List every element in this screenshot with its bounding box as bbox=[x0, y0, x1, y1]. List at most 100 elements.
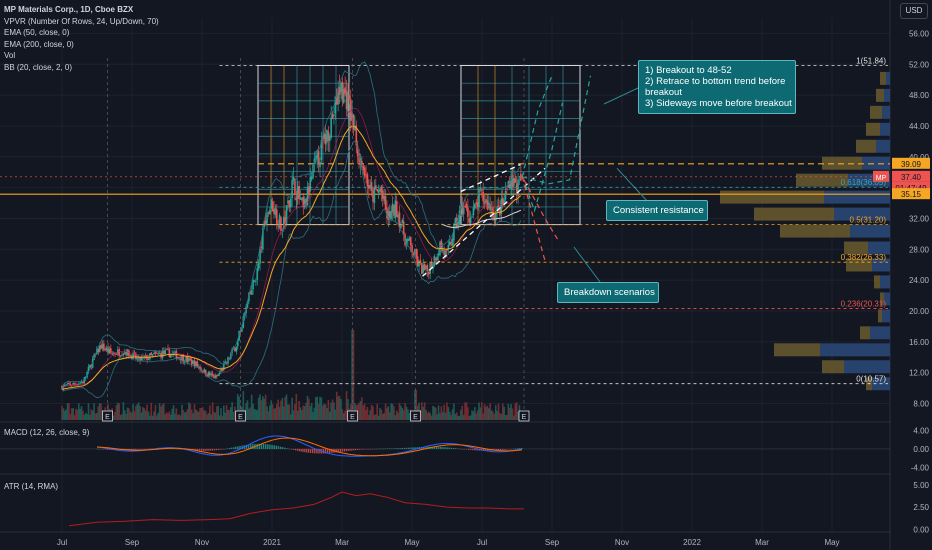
volume-bar-306 bbox=[487, 408, 490, 420]
volume-bar-53 bbox=[135, 405, 137, 420]
volume-bar-197 bbox=[335, 391, 338, 420]
candle-body-180 bbox=[312, 165, 314, 178]
macd-hist-57 bbox=[217, 448, 220, 450]
macd-hist-174 bbox=[467, 448, 470, 450]
candle-body-295 bbox=[472, 207, 475, 216]
volume-bar-192 bbox=[328, 411, 331, 420]
candle-body-129 bbox=[241, 328, 243, 332]
volume-bar-93 bbox=[190, 409, 193, 420]
macd-legend[interactable]: MACD (12, 26, close, 9) bbox=[4, 428, 90, 437]
volume-bar-317 bbox=[503, 406, 505, 420]
volume-bar-265 bbox=[430, 415, 433, 420]
volume-bar-16 bbox=[83, 414, 86, 420]
candle-body-26 bbox=[97, 348, 100, 353]
volume-bar-107 bbox=[210, 414, 213, 420]
candle-body-67 bbox=[154, 352, 157, 354]
symbol-title[interactable]: MP Materials Corp., 1D, Cboe BZX bbox=[4, 5, 134, 14]
time-tick-11: May bbox=[824, 538, 839, 547]
candle-body-323 bbox=[511, 175, 514, 188]
volume-bar-97 bbox=[196, 410, 199, 420]
macd-pane[interactable] bbox=[0, 435, 890, 457]
vp-row-up-6 bbox=[880, 275, 890, 289]
candle-body-10 bbox=[75, 383, 77, 385]
volume-bar-189 bbox=[324, 404, 327, 420]
volume-bar-167 bbox=[294, 404, 296, 420]
candle-body-112 bbox=[217, 374, 220, 376]
earnings-marker-3: E bbox=[413, 414, 418, 421]
vp-row-up-17 bbox=[884, 88, 890, 102]
volume-bar-119 bbox=[227, 410, 229, 420]
candle-body-292 bbox=[468, 218, 471, 223]
macd-hist-59 bbox=[222, 448, 224, 450]
macd-hist-164 bbox=[446, 447, 448, 449]
atr-tick-0: 5.00 bbox=[913, 481, 929, 490]
rising-trendline bbox=[422, 167, 546, 277]
candle-body-51 bbox=[132, 353, 134, 359]
volume-bar-86 bbox=[181, 404, 183, 420]
candle-body-57 bbox=[140, 357, 143, 361]
volume-bar-65 bbox=[151, 415, 154, 420]
volume-bar-253 bbox=[414, 390, 416, 420]
volume-bar-127 bbox=[238, 396, 240, 420]
vp-row-down-16 bbox=[870, 105, 882, 119]
currency-button[interactable]: USD bbox=[900, 3, 928, 19]
candle-body-135 bbox=[249, 291, 252, 294]
candle-body-49 bbox=[129, 354, 132, 356]
macd-hist-96 bbox=[301, 448, 303, 452]
macd-hist-50 bbox=[203, 448, 205, 451]
volume-bar-277 bbox=[447, 407, 450, 420]
legend-vol[interactable]: Vol bbox=[4, 51, 16, 60]
volume-bar-185 bbox=[319, 396, 321, 420]
macd-hist-145 bbox=[405, 447, 408, 449]
legend-ema50[interactable]: EMA (50, close, 0) bbox=[4, 28, 70, 37]
volume-bar-322 bbox=[510, 404, 512, 420]
macd-hist-190 bbox=[501, 448, 504, 450]
volume-bar-135 bbox=[249, 407, 252, 420]
candle-body-224 bbox=[373, 187, 376, 203]
macd-hist-56 bbox=[215, 448, 218, 451]
macd-hist-92 bbox=[292, 448, 295, 450]
candle-body-2 bbox=[63, 384, 66, 386]
time-tick-6: Jul bbox=[477, 538, 487, 547]
price-axes[interactable]: 8.0012.0016.0020.0024.0028.0032.0036.004… bbox=[873, 0, 932, 550]
candle-body-84 bbox=[178, 357, 180, 359]
volume-bar-283 bbox=[455, 412, 458, 420]
atr-legend[interactable]: ATR (14, RMA) bbox=[4, 482, 59, 491]
vp-row-up-2 bbox=[820, 343, 890, 357]
volume-bar-234 bbox=[387, 406, 390, 420]
volume-bar-28 bbox=[100, 403, 102, 420]
candle-body-261 bbox=[425, 265, 427, 269]
legend-ema200[interactable]: EMA (200, close, 0) bbox=[4, 39, 74, 49]
scenario-2: 2) Retrace to bottom trend before breako… bbox=[645, 76, 786, 98]
macd-hist-125 bbox=[363, 448, 365, 450]
volume-bar-316 bbox=[501, 403, 504, 420]
macd-hist-128 bbox=[369, 448, 371, 450]
price-label-bg-0 bbox=[892, 157, 930, 169]
legend-vpvr[interactable]: VPVR (Number Of Rows, 24, Up/Down, 70) bbox=[4, 16, 159, 26]
atr-pane[interactable] bbox=[68, 491, 524, 527]
time-axis[interactable]: Jul Sep Nov 2021 Mar May Jul Sep Nov 2022 Mar May bbox=[57, 538, 840, 547]
volume-bar-10 bbox=[75, 408, 77, 420]
candle-body-47 bbox=[126, 349, 129, 356]
candle-body-142 bbox=[259, 248, 261, 264]
volume-bar-314 bbox=[499, 412, 501, 420]
volume-bar-249 bbox=[408, 413, 411, 420]
candle-body-189 bbox=[324, 134, 327, 145]
volume-bar-49 bbox=[129, 411, 132, 420]
volume-bar-187 bbox=[322, 405, 324, 420]
macd-hist-159 bbox=[435, 446, 438, 449]
candle-body-251 bbox=[411, 245, 413, 253]
volume-bar-23 bbox=[93, 403, 95, 420]
volume-bar-157 bbox=[280, 400, 282, 420]
price-tick-8: 40.00 bbox=[909, 153, 930, 162]
candle-body-91 bbox=[188, 358, 190, 362]
candle-body-326 bbox=[515, 183, 518, 195]
legend-bb[interactable]: BB (20, close, 2, 0) bbox=[4, 62, 73, 72]
candle-body-167 bbox=[294, 178, 296, 195]
candle-body-14 bbox=[80, 382, 83, 384]
candle-body-160 bbox=[284, 217, 286, 224]
macd-hist-39 bbox=[179, 448, 181, 450]
candle-body-52 bbox=[133, 352, 136, 354]
